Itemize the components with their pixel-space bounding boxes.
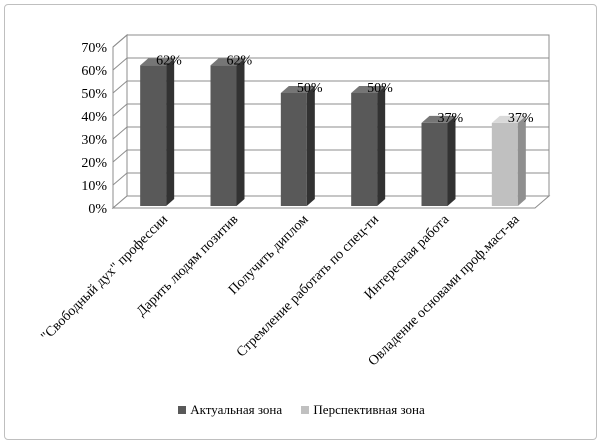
bar-top bbox=[280, 86, 315, 93]
bar-top bbox=[140, 58, 175, 66]
legend: Актуальная зона Перспективная зона bbox=[0, 402, 603, 418]
bar-front bbox=[491, 122, 518, 206]
data-label: 50% bbox=[297, 81, 323, 96]
gridline-side bbox=[112, 149, 128, 163]
bars bbox=[140, 58, 526, 207]
bar-top bbox=[351, 86, 386, 93]
legend-swatch-actual bbox=[178, 406, 187, 414]
bar-front bbox=[210, 65, 237, 207]
bar-front bbox=[351, 93, 378, 206]
bar bbox=[491, 115, 526, 206]
bar bbox=[140, 58, 175, 207]
y-tick-label: 60% bbox=[81, 64, 107, 79]
legend-swatch-perspective bbox=[301, 406, 310, 414]
y-axis-ticks: 0% 10% 20% 30% 40% 50% 60% 70% bbox=[81, 41, 107, 217]
data-label: 37% bbox=[508, 111, 534, 126]
bar bbox=[210, 58, 245, 207]
bar-top bbox=[210, 58, 245, 66]
data-label: 62% bbox=[227, 53, 253, 68]
legend-item-actual: Актуальная зона bbox=[178, 402, 282, 418]
data-labels: 62% 62% 50% 50% 37% 37% bbox=[156, 53, 534, 126]
y-tick-label: 0% bbox=[88, 202, 107, 217]
bar-side bbox=[166, 58, 175, 207]
bar-front bbox=[280, 93, 307, 206]
x-tick-label: Стремление работать по спец-ти bbox=[234, 212, 382, 360]
bar-side bbox=[447, 115, 456, 206]
legend-item-perspective: Перспективная зона bbox=[301, 402, 425, 418]
y-tick-label: 20% bbox=[81, 156, 107, 171]
bar bbox=[421, 115, 456, 206]
bar bbox=[351, 86, 386, 206]
gridline-side bbox=[112, 80, 128, 94]
bar bbox=[280, 86, 315, 206]
y-tick-label: 50% bbox=[81, 87, 107, 102]
data-label: 50% bbox=[367, 81, 393, 96]
y-tick-label: 40% bbox=[81, 110, 107, 125]
data-label: 62% bbox=[156, 53, 182, 68]
gridlines bbox=[112, 34, 549, 186]
x-tick-label: "Свободный дух" профессии bbox=[39, 212, 172, 345]
gridline-side bbox=[112, 172, 128, 186]
legend-label-actual: Актуальная зона bbox=[190, 402, 283, 417]
x-tick-label: Овладение основами проф.маст-ва bbox=[366, 212, 524, 370]
bar-top bbox=[491, 115, 526, 123]
side-wall bbox=[112, 33, 128, 210]
bar-front bbox=[140, 65, 167, 207]
data-label: 37% bbox=[438, 111, 464, 126]
bar-side bbox=[236, 58, 245, 207]
y-tick-label: 30% bbox=[81, 133, 107, 148]
gridline-side bbox=[112, 126, 128, 140]
gridline-side bbox=[112, 103, 128, 117]
legend-label-perspective: Перспективная зона bbox=[313, 402, 425, 417]
bar-side bbox=[377, 86, 386, 206]
gridline-side bbox=[112, 57, 128, 71]
bar-top bbox=[421, 115, 456, 123]
back-wall bbox=[126, 34, 550, 197]
floor bbox=[111, 195, 551, 209]
bar-front bbox=[421, 122, 448, 206]
bar-side bbox=[517, 115, 526, 206]
y-tick-label: 70% bbox=[81, 41, 107, 56]
bar-side bbox=[306, 86, 315, 206]
gridline-side bbox=[112, 34, 128, 48]
y-tick-label: 10% bbox=[81, 179, 107, 194]
